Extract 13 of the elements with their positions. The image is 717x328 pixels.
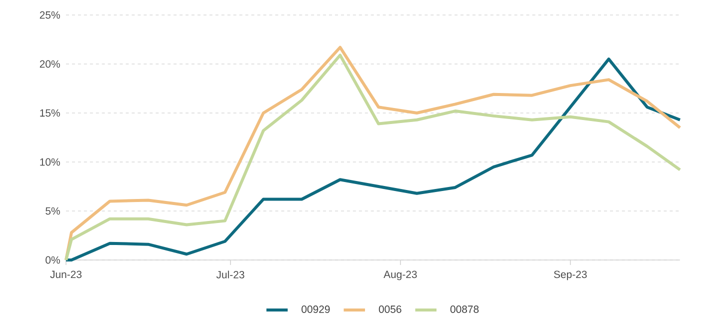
y-tick-label: 10%	[40, 158, 60, 166]
legend-label: 00878	[450, 306, 479, 313]
x-tick-label: Sep-23	[554, 270, 587, 280]
legend-label: 0056	[378, 306, 402, 313]
y-tick-label: 15%	[40, 109, 60, 117]
y-tick-label: 20%	[40, 60, 60, 68]
y-tick-label: 5%	[46, 207, 60, 215]
x-tick-label: Jul-23	[216, 270, 244, 278]
x-tick-label: Aug-23	[384, 270, 417, 280]
legend-label: 00929	[302, 306, 330, 313]
y-tick-label: 0%	[46, 256, 60, 264]
y-tick-label: 25%	[40, 11, 60, 19]
x-tick-label: Jun-23	[50, 270, 82, 278]
